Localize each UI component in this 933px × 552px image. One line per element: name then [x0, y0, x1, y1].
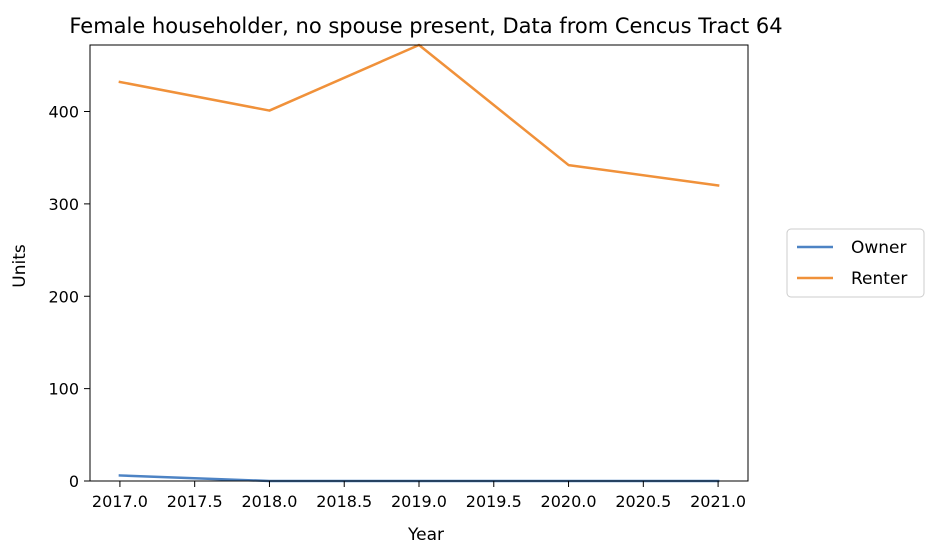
x-axis: 2017.0 2017.5 2018.0 2018.5 2019.0 2019.5 2020… — [92, 481, 746, 511]
x-tick-label: 2017.5 — [167, 492, 223, 511]
y-axis: 0 100 200 300 400 — [48, 103, 90, 491]
legend-items: Owner Renter — [797, 238, 907, 289]
x-tick-label: 2019.0 — [391, 492, 447, 511]
y-tick-label: 200 — [48, 287, 79, 306]
y-tick-label: 100 — [48, 380, 79, 399]
x-tick-label: 2020.5 — [615, 492, 671, 511]
y-axis-label: Units — [10, 244, 30, 288]
chart-title: Female householder, no spouse present, D… — [69, 14, 782, 38]
x-tick-label: 2019.5 — [466, 492, 522, 511]
x-tick-label: 2018.5 — [316, 492, 372, 511]
legend-label-owner: Owner — [851, 238, 907, 258]
x-tick-label: 2020.0 — [541, 492, 597, 511]
y-tick-label: 400 — [48, 103, 79, 122]
x-tick-label: 2017.0 — [92, 492, 148, 511]
y-tick-label: 0 — [69, 472, 79, 491]
x-tick-label: 2021.0 — [690, 492, 746, 511]
y-tick-label: 300 — [48, 195, 79, 214]
x-axis-label: Year — [407, 525, 444, 545]
x-tick-label: 2018.0 — [241, 492, 297, 511]
legend-label-renter: Renter — [851, 269, 907, 289]
legend: Owner Renter — [786, 228, 925, 298]
